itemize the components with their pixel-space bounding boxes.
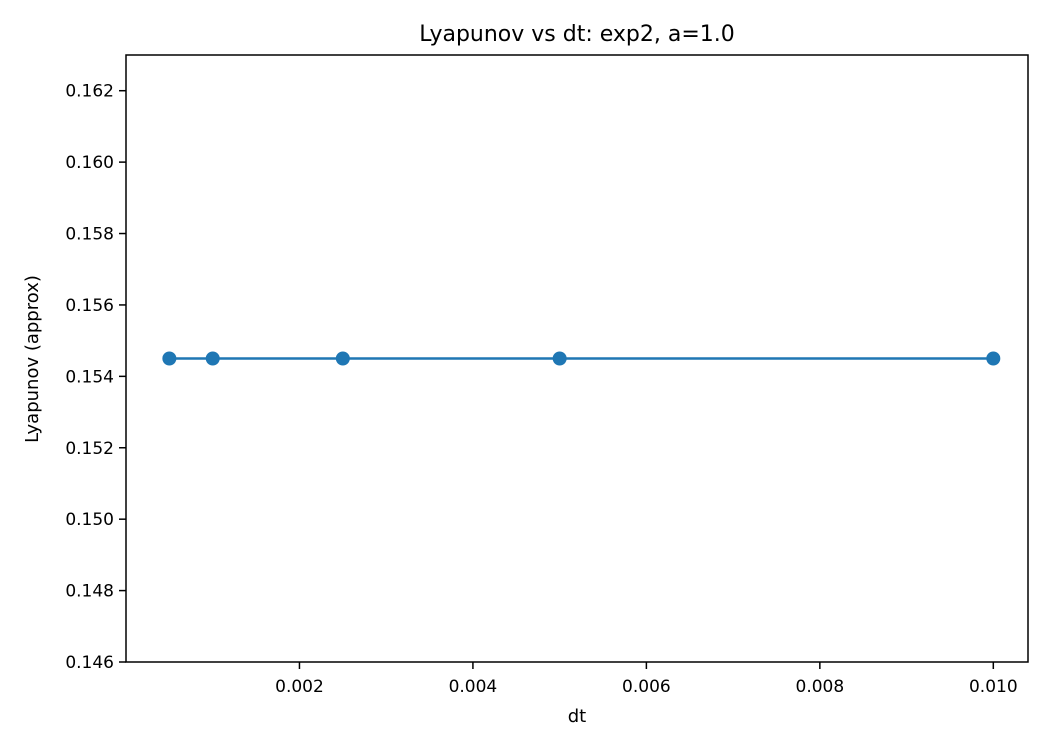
x-tick-label: 0.010 [969, 677, 1018, 697]
x-tick-label: 0.008 [796, 677, 845, 697]
y-tick-label: 0.162 [65, 82, 114, 102]
chart-title: Lyapunov vs dt: exp2, a=1.0 [419, 22, 735, 47]
y-tick-label: 0.154 [65, 367, 114, 387]
axis-ticks: 0.002 0.004 0.006 0.008 0.010 0.146 0.148 0.150… [65, 82, 1017, 697]
y-tick-label: 0.156 [65, 296, 114, 316]
x-tick-label: 0.006 [622, 677, 671, 697]
x-axis-label: dt [568, 706, 586, 727]
data-point [552, 351, 567, 366]
plot-frame [125, 54, 1029, 663]
y-tick-label: 0.148 [65, 582, 114, 602]
data-point [986, 351, 1001, 366]
data-point [335, 351, 350, 366]
x-tick-label: 0.002 [275, 677, 324, 697]
x-tick-label: 0.004 [449, 677, 498, 697]
y-tick-label: 0.152 [65, 439, 114, 459]
y-tick-label: 0.158 [65, 225, 114, 245]
data-point [205, 351, 220, 366]
data-point [162, 351, 177, 366]
y-tick-label: 0.150 [65, 510, 114, 530]
y-tick-label: 0.146 [65, 653, 114, 673]
y-tick-label: 0.160 [65, 153, 114, 173]
plot-series [162, 351, 1001, 366]
y-axis-label: Lyapunov (approx) [22, 275, 43, 443]
